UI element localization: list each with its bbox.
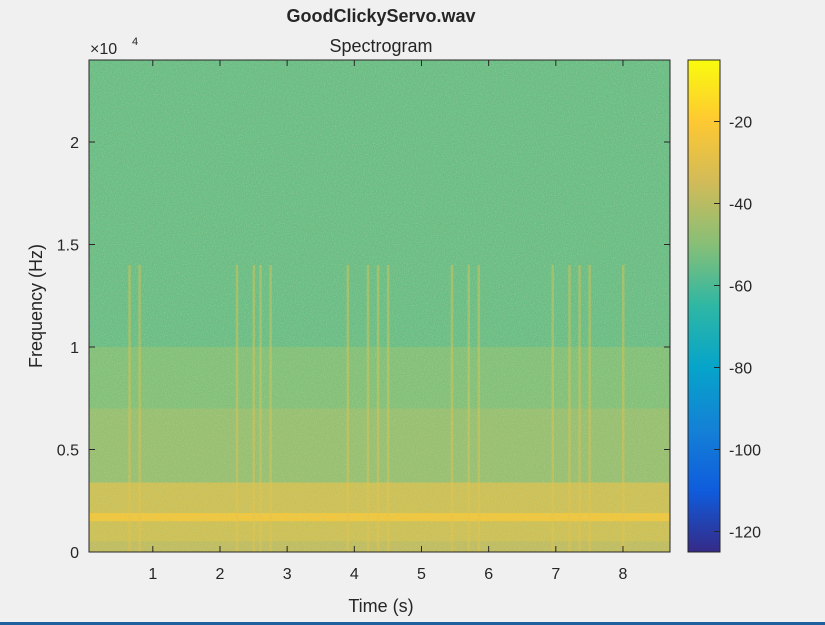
x-axis-ticks: 1 2 3 4 5 6 7 8 (148, 60, 628, 583)
colorbar-ticks: -120 -100 -80 -60 -40 -20 (714, 115, 761, 542)
figure-title: GoodClickyServo.wav (286, 6, 475, 26)
axis-exponent: ×10 4 (90, 36, 138, 58)
plot-frame (88, 59, 671, 553)
exponent-base: ×10 (90, 41, 117, 58)
colorbar-tick-label: -80 (729, 361, 752, 378)
x-tick-label: 7 (551, 566, 560, 583)
x-tick-label: 3 (283, 566, 292, 583)
x-tick-label: 5 (417, 566, 426, 583)
x-tick-label: 4 (350, 566, 359, 583)
x-axis-label: Time (s) (348, 596, 413, 616)
colorbar-tick-label: -60 (729, 279, 752, 296)
x-tick-label: 6 (484, 566, 493, 583)
y-axis-ticks: 0 0.5 1 1.5 2 (57, 135, 670, 562)
colorbar (687, 59, 721, 553)
y-axis-label: Frequency (Hz) (26, 244, 46, 368)
x-tick-label: 2 (216, 566, 225, 583)
colorbar-tick-label: -100 (729, 443, 761, 460)
window-bottom-border (0, 622, 825, 625)
x-tick-label: 1 (148, 566, 157, 583)
y-tick-label: 0.5 (57, 443, 79, 460)
y-tick-label: 0 (70, 545, 79, 562)
colorbar-tick-label: -120 (729, 525, 761, 542)
y-tick-label: 2 (70, 135, 79, 152)
colorbar-tick-label: -20 (729, 115, 752, 132)
spectrogram-noise-texture (89, 60, 670, 552)
colorbar-tick-label: -40 (729, 197, 752, 214)
exponent-power: 4 (132, 36, 138, 48)
y-tick-label: 1 (70, 340, 79, 357)
spectrogram-plot-area (89, 60, 670, 552)
y-tick-label: 1.5 (57, 238, 79, 255)
x-tick-label: 8 (619, 566, 628, 583)
plot-subtitle: Spectrogram (329, 36, 432, 56)
